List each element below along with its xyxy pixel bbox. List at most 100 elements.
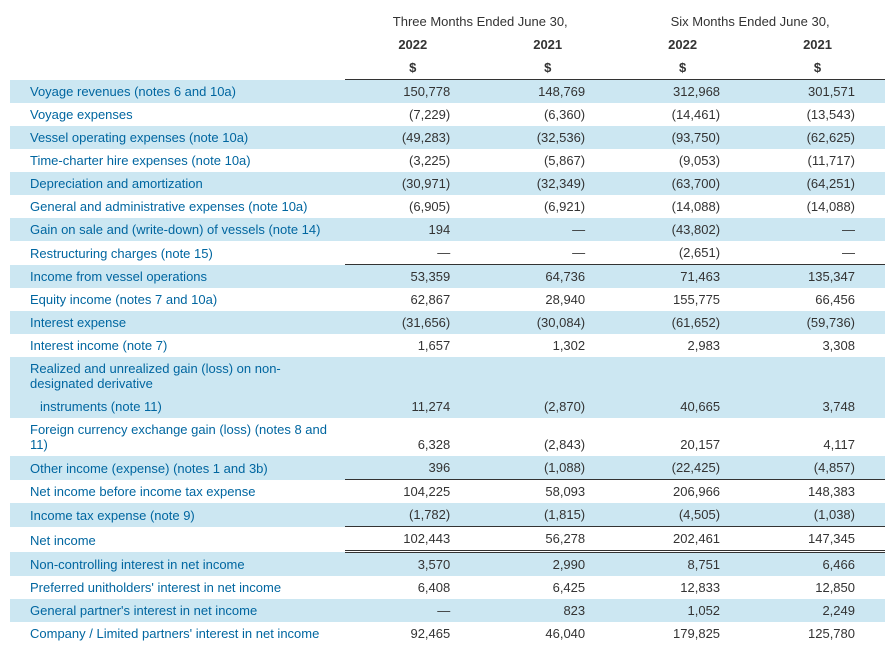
row-label: Realized and unrealized gain (loss) on n… xyxy=(10,357,345,395)
row-value: (5,867) xyxy=(480,149,615,172)
row-label: Non-controlling interest in net income xyxy=(10,552,345,577)
table-body: Voyage revenues (notes 6 and 10a)150,778… xyxy=(10,80,885,646)
row-value: 46,040 xyxy=(480,622,615,645)
row-label: Interest expense xyxy=(10,311,345,334)
row-value: 92,465 xyxy=(345,622,480,645)
table-header: Three Months Ended June 30, Six Months E… xyxy=(10,10,885,80)
row-value xyxy=(345,357,480,395)
row-label: Time-charter hire expenses (note 10a) xyxy=(10,149,345,172)
table-row: Voyage revenues (notes 6 and 10a)150,778… xyxy=(10,80,885,104)
row-value xyxy=(480,357,615,395)
row-value: 3,570 xyxy=(345,552,480,577)
row-label: General partner's interest in net income xyxy=(10,599,345,622)
table-row: Income from vessel operations53,35964,73… xyxy=(10,265,885,289)
row-label: Preferred unitholders' interest in net i… xyxy=(10,576,345,599)
row-value: (30,971) xyxy=(345,172,480,195)
row-label: Depreciation and amortization xyxy=(10,172,345,195)
row-label: Vessel operating expenses (note 10a) xyxy=(10,126,345,149)
row-label: Restructuring charges (note 15) xyxy=(10,241,345,265)
row-value: (13,543) xyxy=(750,103,885,126)
row-label: Interest income (note 7) xyxy=(10,334,345,357)
row-value: 312,968 xyxy=(615,80,750,104)
table-row: Non-controlling interest in net income3,… xyxy=(10,552,885,577)
row-value: 150,778 xyxy=(345,80,480,104)
row-value: (4,505) xyxy=(615,503,750,527)
row-value: 11,274 xyxy=(345,395,480,418)
row-value: (1,088) xyxy=(480,456,615,480)
row-value: 1,302 xyxy=(480,334,615,357)
row-value: 301,571 xyxy=(750,80,885,104)
table-row: Net income before income tax expense104,… xyxy=(10,480,885,504)
row-value: 6,466 xyxy=(750,552,885,577)
row-value: 206,966 xyxy=(615,480,750,504)
row-label: Voyage revenues (notes 6 and 10a) xyxy=(10,80,345,104)
row-value: 202,461 xyxy=(615,527,750,552)
row-value: (14,088) xyxy=(750,195,885,218)
row-value: (2,870) xyxy=(480,395,615,418)
row-label: Equity income (notes 7 and 10a) xyxy=(10,288,345,311)
row-value: (1,815) xyxy=(480,503,615,527)
row-value: (59,736) xyxy=(750,311,885,334)
row-value: (63,700) xyxy=(615,172,750,195)
row-value: 4,117 xyxy=(750,418,885,456)
row-value: 2,990 xyxy=(480,552,615,577)
row-value: 1,052 xyxy=(615,599,750,622)
table-row: Foreign currency exchange gain (loss) (n… xyxy=(10,418,885,456)
row-value: (22,425) xyxy=(615,456,750,480)
table-row: Vessel operating expenses (note 10a)(49,… xyxy=(10,126,885,149)
row-value: (64,251) xyxy=(750,172,885,195)
row-value: (14,461) xyxy=(615,103,750,126)
row-value: (62,625) xyxy=(750,126,885,149)
row-value: 3,748 xyxy=(750,395,885,418)
row-value: 148,769 xyxy=(480,80,615,104)
table-row: Interest income (note 7)1,6571,3022,9833… xyxy=(10,334,885,357)
row-value: 58,093 xyxy=(480,480,615,504)
row-label: General and administrative expenses (not… xyxy=(10,195,345,218)
row-label: Gain on sale and (write-down) of vessels… xyxy=(10,218,345,241)
row-value: (6,360) xyxy=(480,103,615,126)
row-value: 2,983 xyxy=(615,334,750,357)
row-value: (3,225) xyxy=(345,149,480,172)
row-value: 148,383 xyxy=(750,480,885,504)
row-value: 6,328 xyxy=(345,418,480,456)
year-2022-b: 2022 xyxy=(615,33,750,56)
row-value: 12,833 xyxy=(615,576,750,599)
table-row: Time-charter hire expenses (note 10a)(3,… xyxy=(10,149,885,172)
row-value: (43,802) xyxy=(615,218,750,241)
row-value: 6,425 xyxy=(480,576,615,599)
row-value: — xyxy=(480,218,615,241)
table-row: Restructuring charges (note 15)——(2,651)… xyxy=(10,241,885,265)
row-value: 823 xyxy=(480,599,615,622)
row-value: 194 xyxy=(345,218,480,241)
row-value: (32,349) xyxy=(480,172,615,195)
row-value xyxy=(750,357,885,395)
row-value: (11,717) xyxy=(750,149,885,172)
currency-4: $ xyxy=(750,56,885,80)
row-value: 6,408 xyxy=(345,576,480,599)
table-row: Interest expense(31,656)(30,084)(61,652)… xyxy=(10,311,885,334)
period-header-6mo: Six Months Ended June 30, xyxy=(615,10,885,33)
row-value: (6,905) xyxy=(345,195,480,218)
row-value: (32,536) xyxy=(480,126,615,149)
row-value: (2,651) xyxy=(615,241,750,265)
currency-1: $ xyxy=(345,56,480,80)
row-value: 64,736 xyxy=(480,265,615,289)
row-label-continued: instruments (note 11) xyxy=(10,395,345,418)
row-label: Net income xyxy=(10,527,345,552)
row-value: (1,782) xyxy=(345,503,480,527)
row-value: — xyxy=(480,241,615,265)
row-label: Other income (expense) (notes 1 and 3b) xyxy=(10,456,345,480)
year-2021-a: 2021 xyxy=(480,33,615,56)
row-value: 135,347 xyxy=(750,265,885,289)
row-value: 71,463 xyxy=(615,265,750,289)
row-value: 8,751 xyxy=(615,552,750,577)
row-value: 1,657 xyxy=(345,334,480,357)
table-row: Company / Limited partners' interest in … xyxy=(10,622,885,645)
row-value: (1,038) xyxy=(750,503,885,527)
table-row: Depreciation and amortization(30,971)(32… xyxy=(10,172,885,195)
row-value: (93,750) xyxy=(615,126,750,149)
row-value: — xyxy=(750,218,885,241)
row-value: 40,665 xyxy=(615,395,750,418)
row-value: 396 xyxy=(345,456,480,480)
row-value: (7,229) xyxy=(345,103,480,126)
